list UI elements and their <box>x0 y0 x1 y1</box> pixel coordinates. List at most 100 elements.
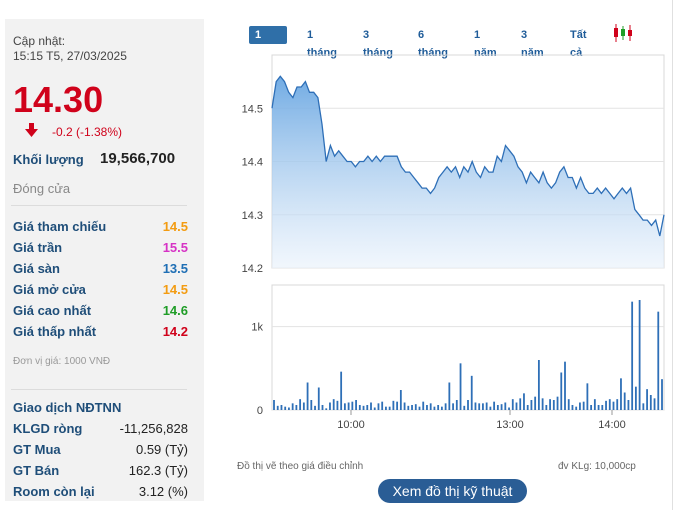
high-price-value: 14.6 <box>162 303 188 318</box>
sell-value-value: 162.3 (Tỷ) <box>128 463 188 478</box>
net-volume-label: KLGD ròng <box>13 421 83 436</box>
volume-bar <box>306 382 309 410</box>
volume-bar <box>567 399 570 410</box>
volume-bar <box>642 403 645 410</box>
volume-bar <box>537 360 540 410</box>
volume-bar <box>392 400 395 410</box>
volume-bar <box>601 405 604 410</box>
volume-bar <box>493 401 496 410</box>
room-left-label: Room còn lại <box>13 484 95 499</box>
low-price-value: 14.2 <box>162 324 188 339</box>
volume-bar <box>426 405 428 410</box>
room-left-value: 3.12 (%) <box>138 484 188 499</box>
volume-bar <box>500 404 503 410</box>
sell-value-label: GT Bán <box>13 463 60 478</box>
volume-bar <box>608 399 611 410</box>
volume-bar <box>541 398 544 410</box>
volume-bar <box>273 400 275 410</box>
volume-bar <box>620 378 622 410</box>
volume-bar <box>470 375 473 410</box>
volume-bar <box>605 400 607 410</box>
volume-bar <box>549 399 551 410</box>
tab-all[interactable]: Tất cả <box>570 29 587 59</box>
volume-bar <box>299 399 302 410</box>
volume-bar <box>325 408 328 410</box>
volume-bar <box>336 400 339 410</box>
price-tick-label: 14.2 <box>242 263 263 275</box>
volume-bar <box>526 405 529 410</box>
volume-bar <box>545 405 548 410</box>
divider <box>11 205 187 206</box>
volume-bar <box>653 398 656 410</box>
market-status: Đóng cửa <box>13 181 71 196</box>
quote-panel: Cập nhật: 15:15 T5, 27/03/2025 14.30 -0.… <box>5 19 204 501</box>
volume-bar <box>530 400 533 410</box>
price-tick-label: 14.3 <box>242 210 263 222</box>
volume-bar <box>276 405 279 410</box>
tab-6-months[interactable]: 6 tháng <box>418 29 448 59</box>
volume-bar <box>448 382 451 410</box>
volume-bar <box>329 402 331 410</box>
volume-bar <box>381 401 384 410</box>
volume-bar <box>440 406 443 410</box>
volume-bar <box>362 405 365 410</box>
volume-bar <box>403 402 406 410</box>
volume-bar <box>646 389 648 410</box>
technical-chart-button[interactable]: Xem đồ thị kỹ thuật <box>378 479 527 503</box>
volume-bar <box>485 402 488 410</box>
volume-bar <box>504 402 507 410</box>
volume-bar <box>414 404 417 410</box>
price-tick-label: 14.4 <box>242 157 263 169</box>
volume-bar <box>582 401 585 410</box>
volume-bar <box>560 372 563 410</box>
volume-bar <box>657 311 660 410</box>
updated-label: Cập nhật: <box>13 34 66 48</box>
x-tick-label: 10:00 <box>337 419 365 431</box>
volume-bar <box>496 405 499 410</box>
x-tick-label: 14:00 <box>598 419 626 431</box>
floor-price-label: Giá sàn <box>13 261 60 276</box>
volume-bar <box>332 399 335 410</box>
volume-bar <box>661 379 663 410</box>
volume-bar <box>579 402 581 410</box>
x-tick-label: 13:00 <box>496 419 524 431</box>
volume-bar <box>429 403 432 410</box>
divider <box>11 389 187 390</box>
volume-bar <box>370 402 372 410</box>
volume-bar <box>590 405 593 410</box>
volume-bar <box>511 399 514 410</box>
tab-3-months[interactable]: 3 tháng <box>363 29 393 59</box>
volume-bar <box>459 363 462 410</box>
ceiling-price-value: 15.5 <box>162 240 188 255</box>
tab-1-day[interactable]: 1 ngày <box>249 26 287 59</box>
volume-bar <box>284 406 287 410</box>
volume-unit-note: đv KLg: 10,000cp <box>558 461 636 472</box>
volume-bar <box>508 407 510 410</box>
volume-bar <box>437 405 440 410</box>
volume-bar <box>291 403 294 410</box>
tab-1-month[interactable]: 1 tháng <box>307 29 337 59</box>
tab-1-year[interactable]: 1 năm <box>474 29 497 59</box>
volume-bar <box>631 301 634 410</box>
volume-bar <box>455 400 458 410</box>
volume-bar <box>597 405 600 410</box>
volume-bar <box>593 399 596 410</box>
volume-bar <box>385 406 387 410</box>
volume-bar <box>358 405 361 410</box>
volume-bar <box>295 405 298 410</box>
chart-adjusted-note: Đồ thị vẽ theo giá điều chỉnh <box>237 461 364 472</box>
tab-3-years[interactable]: 3 năm <box>521 29 544 59</box>
volume-bar <box>556 396 559 410</box>
volume-bar <box>586 383 589 410</box>
volume-bar <box>310 400 313 410</box>
volume-bar <box>564 361 566 410</box>
volume-bar <box>482 403 484 410</box>
volume-bar <box>627 400 630 410</box>
volume-bar <box>351 401 354 410</box>
volume-bar <box>649 395 652 410</box>
volume-bar <box>314 405 316 410</box>
divider <box>672 0 673 510</box>
arrow-down-icon <box>25 123 38 142</box>
volume-bar <box>317 387 320 410</box>
candlestick-icon[interactable] <box>613 22 633 44</box>
